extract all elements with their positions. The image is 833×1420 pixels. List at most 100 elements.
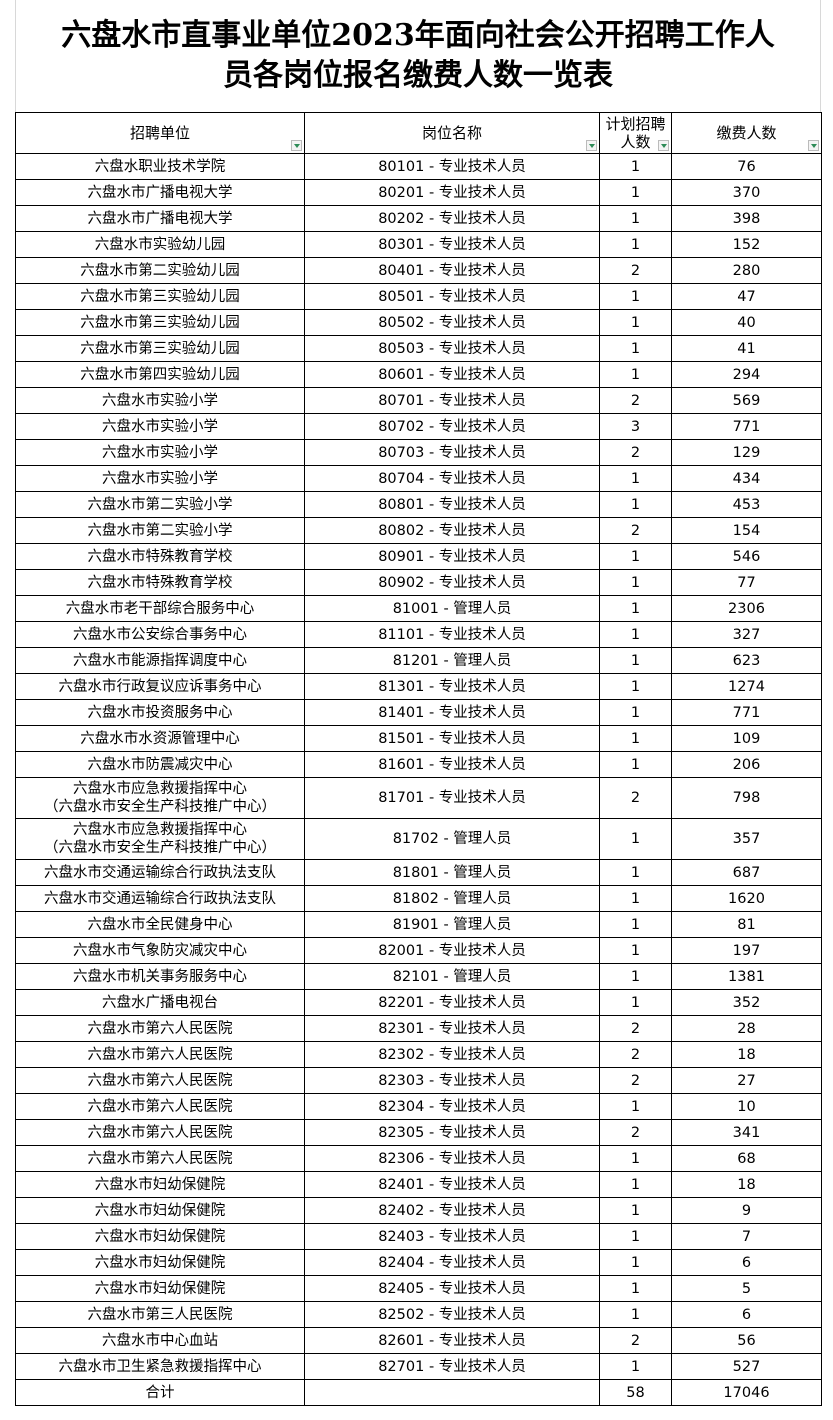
paid-count-cell: 5: [671, 1275, 822, 1302]
post-cell: 80704 - 专业技术人员: [304, 465, 600, 492]
paid-count-cell: 327: [671, 621, 822, 648]
unit-cell: 六盘水市行政复议应诉事务中心: [15, 673, 305, 700]
filter-dropdown-icon[interactable]: [658, 140, 669, 151]
unit-cell: 六盘水市实验小学: [15, 439, 305, 466]
unit-cell: 六盘水市实验小学: [15, 413, 305, 440]
paid-count-cell: 294: [671, 361, 822, 388]
table-row: 六盘水市实验小学 80704 - 专业技术人员 1 434: [15, 465, 822, 492]
paid-count-cell: 47: [671, 283, 822, 310]
unit-cell: 六盘水市特殊教育学校: [15, 569, 305, 596]
table-row: 六盘水市交通运输综合行政执法支队 81802 - 管理人员 1 1620: [15, 885, 822, 912]
plan-count-cell: 2: [599, 777, 672, 819]
post-cell: 81501 - 专业技术人员: [304, 725, 600, 752]
post-cell: 82502 - 专业技术人员: [304, 1301, 600, 1328]
table-row: 六盘水市老干部综合服务中心 81001 - 管理人员 1 2306: [15, 595, 822, 622]
unit-cell: 六盘水市妇幼保健院: [15, 1223, 305, 1250]
table-row: 六盘水市防震减灾中心 81601 - 专业技术人员 1 206: [15, 751, 822, 778]
paid-count-cell: 41: [671, 335, 822, 362]
unit-cell: 六盘水市公安综合事务中心: [15, 621, 305, 648]
post-cell: 81702 - 管理人员: [304, 818, 600, 860]
plan-count-cell: 1: [599, 153, 672, 180]
post-cell: 81401 - 专业技术人员: [304, 699, 600, 726]
paid-count-cell: 352: [671, 989, 822, 1016]
plan-count-cell: 1: [599, 595, 672, 622]
post-cell: 80601 - 专业技术人员: [304, 361, 600, 388]
paid-count-cell: 6: [671, 1249, 822, 1276]
post-cell: 81101 - 专业技术人员: [304, 621, 600, 648]
filter-dropdown-icon[interactable]: [291, 140, 302, 151]
table-row: 六盘水市妇幼保健院 82405 - 专业技术人员 1 5: [15, 1275, 822, 1302]
post-cell: 80101 - 专业技术人员: [304, 153, 600, 180]
unit-line: 六盘水市应急救援指挥中心: [73, 781, 247, 797]
unit-cell: 六盘水市妇幼保健院: [15, 1249, 305, 1276]
post-cell: 80401 - 专业技术人员: [304, 257, 600, 284]
table-row: 六盘水市第二实验幼儿园 80401 - 专业技术人员 2 280: [15, 257, 822, 284]
plan-count-cell: 1: [599, 491, 672, 518]
plan-count-cell: 2: [599, 1015, 672, 1042]
plan-count-cell: 1: [599, 309, 672, 336]
unit-cell: 六盘水市应急救援指挥中心 （六盘水市安全生产科技推广中心）: [15, 777, 305, 819]
paid-count-cell: 357: [671, 818, 822, 860]
paid-count-cell: 76: [671, 153, 822, 180]
post-cell: 82201 - 专业技术人员: [304, 989, 600, 1016]
paid-count-cell: 798: [671, 777, 822, 819]
plan-count-cell: 3: [599, 413, 672, 440]
unit-cell: 六盘水市第三人民医院: [15, 1301, 305, 1328]
table-row: 六盘水市第六人民医院 82304 - 专业技术人员 1 10: [15, 1093, 822, 1120]
post-cell: 81701 - 专业技术人员: [304, 777, 600, 819]
title-line-2: 员各岗位报名缴费人数一览表: [223, 58, 613, 93]
post-cell: 82401 - 专业技术人员: [304, 1171, 600, 1198]
paid-count-cell: 7: [671, 1223, 822, 1250]
table-row: 六盘水市广播电视大学 80201 - 专业技术人员 1 370: [15, 179, 822, 206]
post-cell: 81301 - 专业技术人员: [304, 673, 600, 700]
paid-count-cell: 40: [671, 309, 822, 336]
filter-dropdown-icon[interactable]: [808, 140, 819, 151]
unit-cell: 六盘水市水资源管理中心: [15, 725, 305, 752]
table-row: 六盘水市能源指挥调度中心 81201 - 管理人员 1 623: [15, 647, 822, 674]
plan-count-cell: 1: [599, 1223, 672, 1250]
paid-count-cell: 129: [671, 439, 822, 466]
unit-cell: 六盘水市应急救援指挥中心 （六盘水市安全生产科技推广中心）: [15, 818, 305, 860]
unit-line: （六盘水市安全生产科技推广中心）: [44, 799, 276, 815]
table-row: 六盘水市第二实验小学 80802 - 专业技术人员 2 154: [15, 517, 822, 544]
paid-count-cell: 154: [671, 517, 822, 544]
table-row: 六盘水职业技术学院 80101 - 专业技术人员 1 76: [15, 153, 822, 180]
unit-cell: 六盘水市广播电视大学: [15, 179, 305, 206]
plan-count-cell: 1: [599, 989, 672, 1016]
header-label-line2: 人数: [620, 133, 651, 151]
unit-cell: 六盘水市第二实验幼儿园: [15, 257, 305, 284]
plan-count-cell: 1: [599, 699, 672, 726]
post-cell: 81601 - 专业技术人员: [304, 751, 600, 778]
unit-cell: 六盘水市第二实验小学: [15, 517, 305, 544]
paid-count-cell: 687: [671, 859, 822, 886]
filter-dropdown-icon[interactable]: [586, 140, 597, 151]
table-row: 六盘水市卫生紧急救援指挥中心 82701 - 专业技术人员 1 527: [15, 1353, 822, 1380]
plan-count-cell: 1: [599, 1249, 672, 1276]
plan-count-cell: 1: [599, 1301, 672, 1328]
plan-count-cell: 1: [599, 205, 672, 232]
post-cell: 81201 - 管理人员: [304, 647, 600, 674]
paid-count-cell: 197: [671, 937, 822, 964]
post-cell: 82101 - 管理人员: [304, 963, 600, 990]
paid-count-cell: 280: [671, 257, 822, 284]
column-header-post: 岗位名称: [304, 112, 600, 154]
plan-count-cell: 1: [599, 1197, 672, 1224]
post-cell: 80802 - 专业技术人员: [304, 517, 600, 544]
post-cell: 80202 - 专业技术人员: [304, 205, 600, 232]
table-row: 六盘水市全民健身中心 81901 - 管理人员 1 81: [15, 911, 822, 938]
plan-count-cell: 1: [599, 885, 672, 912]
post-cell: 80501 - 专业技术人员: [304, 283, 600, 310]
plan-count-cell: 2: [599, 1327, 672, 1354]
table-row: 六盘水市公安综合事务中心 81101 - 专业技术人员 1 327: [15, 621, 822, 648]
post-cell: 82403 - 专业技术人员: [304, 1223, 600, 1250]
table-row: 六盘水市第四实验幼儿园 80601 - 专业技术人员 1 294: [15, 361, 822, 388]
plan-count-cell: 2: [599, 257, 672, 284]
column-header-paid: 缴费人数: [671, 112, 822, 154]
paid-count-cell: 28: [671, 1015, 822, 1042]
paid-count-cell: 1274: [671, 673, 822, 700]
unit-cell: 六盘水市全民健身中心: [15, 911, 305, 938]
paid-count-cell: 27: [671, 1067, 822, 1094]
table-row: 六盘水市第三人民医院 82502 - 专业技术人员 1 6: [15, 1301, 822, 1328]
table-row: 六盘水市特殊教育学校 80902 - 专业技术人员 1 77: [15, 569, 822, 596]
paid-count-cell: 68: [671, 1145, 822, 1172]
